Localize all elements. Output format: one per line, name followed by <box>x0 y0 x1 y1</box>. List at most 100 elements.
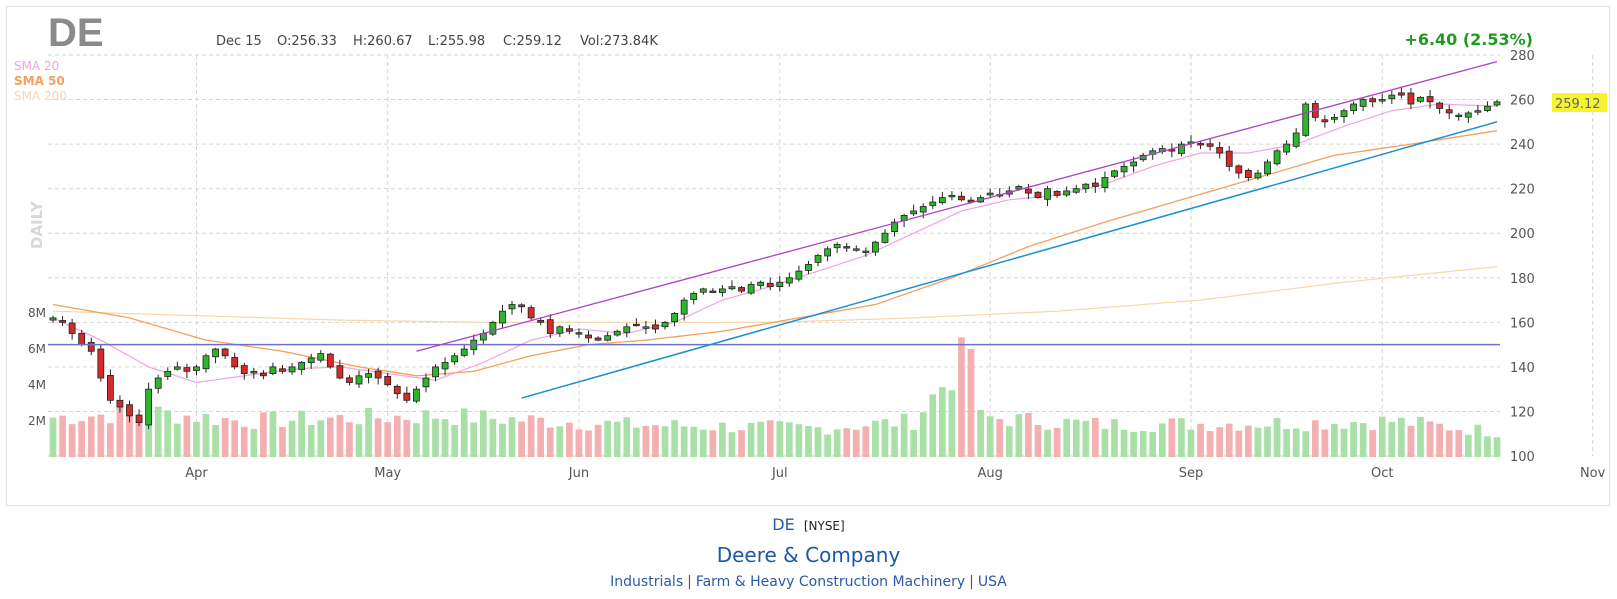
candle-body <box>173 366 181 370</box>
candle-body <box>1254 172 1262 179</box>
volume-bar <box>231 420 239 457</box>
candle-body <box>652 324 659 330</box>
candle-body <box>594 337 602 341</box>
legend-sma50: SMA 50 <box>14 74 65 88</box>
candle-body <box>1292 132 1300 147</box>
footer-ticker[interactable]: DE <box>772 515 795 534</box>
company-name[interactable]: Deere & Company <box>716 543 901 567</box>
candle-body <box>1378 99 1386 102</box>
candle-body <box>795 270 803 280</box>
volume-bar <box>441 419 449 457</box>
candle-body <box>919 206 927 213</box>
candle-body <box>862 250 870 253</box>
sma-lines <box>52 103 1498 384</box>
volume-bar <box>537 417 545 457</box>
volume-bar <box>221 418 229 457</box>
volume-bar <box>1292 428 1300 457</box>
volume-bar <box>403 419 411 457</box>
volume-bar <box>852 429 860 457</box>
volume-tick-label: 4M <box>28 378 46 392</box>
industry-link[interactable]: Farm & Heavy Construction Machinery <box>695 574 966 590</box>
candle-body <box>929 201 937 206</box>
candle-body <box>49 317 57 321</box>
candle-body <box>604 335 612 341</box>
candle-body <box>1359 99 1367 107</box>
volume-bar <box>365 407 372 457</box>
candle-body <box>1235 165 1243 174</box>
volume-bar <box>1321 429 1329 457</box>
volume-bar <box>460 408 468 457</box>
volume-bar <box>1139 431 1147 457</box>
volume-bar <box>996 419 1004 457</box>
volume-bar <box>652 425 659 457</box>
volume-bar <box>1493 437 1501 457</box>
candle-body <box>1417 96 1424 102</box>
candle-body <box>1455 114 1463 118</box>
candle-body <box>1464 112 1472 118</box>
candle-body <box>317 353 325 361</box>
candle-body <box>766 282 774 288</box>
volume-bar <box>1005 426 1013 457</box>
volume-bar <box>1187 429 1195 457</box>
candle-body <box>518 304 525 308</box>
volume-bar <box>680 426 688 457</box>
footer-ticker-row: DE [NYSE] <box>0 514 1617 536</box>
volume-bar <box>824 434 831 457</box>
volume-tick-label: 2M <box>28 414 46 428</box>
volume-bar <box>919 412 927 457</box>
candle-body <box>958 195 965 201</box>
trendline-lower <box>521 121 1498 399</box>
candle-body <box>1197 143 1204 146</box>
candle-body <box>709 290 717 293</box>
volume-bar <box>78 421 86 457</box>
candle-body <box>1264 161 1271 175</box>
channel-upper-line <box>416 61 1498 352</box>
volume-bar <box>862 426 870 457</box>
volume-bar <box>1015 414 1023 457</box>
timeframe-label: DAILY <box>28 200 46 249</box>
country-link[interactable]: USA <box>977 574 1007 590</box>
candle-body <box>422 377 430 388</box>
candle-body <box>145 388 153 426</box>
x-tick-label: Nov <box>1580 466 1606 481</box>
volume-bar <box>154 406 162 457</box>
candle-body <box>1168 149 1176 152</box>
candle-body <box>910 210 918 215</box>
volume-bar <box>1168 418 1176 457</box>
volume-bar <box>1063 418 1071 457</box>
x-tick-label: Jun <box>568 466 589 481</box>
volume-bar <box>1044 429 1051 457</box>
volume-bar <box>1378 416 1386 457</box>
volume-bar <box>164 410 172 457</box>
candle-body <box>1426 96 1434 103</box>
candle-body <box>307 357 315 364</box>
volume-bar <box>59 415 66 457</box>
candle-body <box>537 319 545 323</box>
volume-bar <box>814 427 822 457</box>
volume-bar <box>1111 419 1118 457</box>
candle-body <box>1474 110 1482 113</box>
volume-bar <box>1245 425 1252 457</box>
y-tick-label: 260 <box>1510 94 1535 109</box>
candle-body <box>432 366 439 378</box>
volume-bar <box>977 410 984 457</box>
candle-body <box>412 388 420 402</box>
volume-bar <box>1158 423 1166 457</box>
volume-bar <box>556 426 564 457</box>
volume-bar <box>843 428 851 457</box>
volume-bar <box>613 421 621 457</box>
sector-link[interactable]: Industrials <box>610 574 684 590</box>
candle-body <box>1388 94 1396 100</box>
candle-body <box>1340 110 1348 118</box>
volume-bar <box>413 423 420 457</box>
candle-body <box>193 366 200 371</box>
ohlc-high: H:260.67 <box>353 34 413 49</box>
candle-body <box>1063 190 1071 196</box>
candle-body <box>135 414 143 423</box>
y-tick-label: 100 <box>1510 450 1535 465</box>
ohlc-close: C:259.12 <box>503 34 562 49</box>
candle-body <box>298 362 306 370</box>
candle-body <box>527 307 535 319</box>
volume-bar <box>594 424 602 457</box>
candle-body <box>1015 186 1023 190</box>
